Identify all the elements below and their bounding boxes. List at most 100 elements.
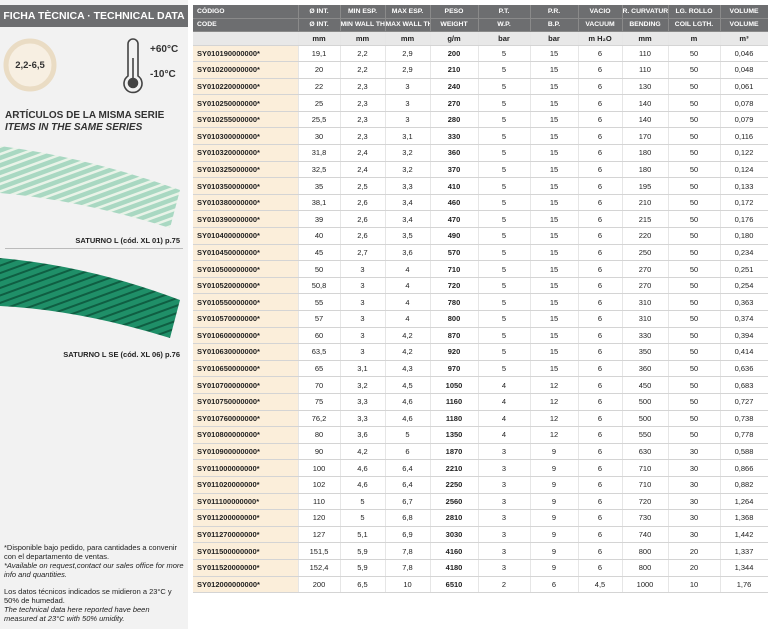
table-cell: 3 — [478, 476, 531, 494]
table-cell: 3 — [385, 111, 431, 129]
table-cell: 2,3 — [340, 78, 386, 96]
table-cell: 50 — [668, 78, 721, 96]
table-cell: 50 — [668, 376, 721, 394]
table-cell: 3 — [478, 542, 531, 560]
note: *Disponible bajo pedido, para cantidades… — [4, 543, 178, 561]
note: Los datos técnicos indicados se midieron… — [4, 587, 172, 605]
table-cell: 5 — [478, 161, 531, 179]
table-row: SY010220000000* 22 2,3 3 240 5 15 6 130 50 0,061 — [193, 78, 768, 96]
header-cell: CÓDIGO — [193, 5, 299, 19]
table-row: SY010390000000* 39 2,6 3,4 470 5 15 6 215 50 0,176 — [193, 210, 768, 229]
table-row: SY012000000000* 200 6,5 10 6510 2 6 4,5 1000 10 1,… — [193, 576, 768, 594]
table-cell: 1,442 — [720, 526, 768, 544]
table-cell: 140 — [622, 111, 669, 129]
table-cell: 4,2 — [385, 343, 431, 361]
table-row: SY011020000000* 102 4,6 6,4 2250 3 9 6 710 30 0,88… — [193, 476, 768, 494]
table-cell: 310 — [622, 310, 669, 328]
table-cell: 25,5 — [298, 111, 341, 129]
series-title: ARTÍCULOS DE LA MISMA SERIE — [5, 110, 165, 121]
table-cell: 6 — [578, 227, 623, 245]
table-cell: 38,1 — [298, 194, 341, 212]
table-cell: 360 — [430, 144, 479, 162]
table-cell: 3 — [478, 459, 531, 477]
table-cell: 0,254 — [720, 277, 768, 295]
code-cell: SY011200000000* — [193, 509, 299, 527]
code-cell: SY010350000000* — [193, 177, 299, 195]
table-cell: 5,1 — [340, 526, 386, 544]
table-cell: 50 — [668, 161, 721, 179]
table-cell: 6 — [578, 443, 623, 461]
technical-table: CÓDIGO Ø INT. MIN ESP. MAX ESP. PESO P.T. P.R.… — [193, 5, 768, 594]
table-cell: 1000 — [622, 576, 669, 594]
code-cell: SY010255000000* — [193, 111, 299, 129]
table-row: SY010600000000* 60 3 4,2 870 5 15 6 330 50 0,394 — [193, 327, 768, 345]
table-cell: 710 — [430, 260, 479, 278]
table-cell: 20 — [668, 542, 721, 560]
table-cell: 6 — [578, 360, 623, 378]
table-cell: 500 — [622, 410, 669, 428]
table-cell: 6 — [578, 94, 623, 112]
temp-min: -10°C — [150, 69, 176, 80]
table-cell: 270 — [430, 94, 479, 112]
table-cell: 9 — [530, 476, 579, 494]
code-cell: SY010250000000* — [193, 94, 299, 112]
table-cell: 1160 — [430, 393, 479, 411]
table-cell: 9 — [530, 559, 579, 577]
header-cell: R. CURVATURA — [622, 5, 669, 19]
code-cell: SY010550000000* — [193, 293, 299, 311]
code-cell: SY011500000000* — [193, 542, 299, 560]
table-cell: 7,8 — [385, 542, 431, 560]
table-cell: 15 — [530, 227, 579, 245]
table-cell: 5 — [478, 94, 531, 112]
hose-image — [0, 258, 180, 338]
table-cell: 15 — [530, 260, 579, 278]
table-row: SY011520000000* 152,4 5,9 7,8 4180 3 9 6 800 20 1,… — [193, 559, 768, 577]
units-cell: bar — [478, 31, 531, 46]
table-cell: 3 — [478, 443, 531, 461]
header-cell: VACUUM — [578, 18, 623, 32]
table-cell: 50 — [668, 227, 721, 245]
table-cell: 50 — [668, 277, 721, 295]
table-cell: 63,5 — [298, 343, 341, 361]
units-cell: g/m — [430, 31, 479, 46]
table-cell: 30 — [668, 493, 721, 511]
note: The technical data here reported have be… — [4, 605, 150, 623]
table-cell: 5 — [478, 194, 531, 212]
table-cell: 2,3 — [340, 111, 386, 129]
table-cell: 4 — [385, 293, 431, 311]
table-cell: 5 — [340, 509, 386, 527]
table-cell: 4 — [385, 310, 431, 328]
table-row: SY010570000000* 57 3 4 800 5 15 6 310 50 0,374 — [193, 310, 768, 328]
table-cell: 550 — [622, 426, 669, 444]
table-cell: 50 — [668, 426, 721, 444]
table-cell: 6 — [578, 343, 623, 361]
table-cell: 100 — [298, 459, 341, 477]
table-cell: 50 — [668, 393, 721, 411]
table-cell: 6,4 — [385, 459, 431, 477]
code-cell: SY011020000000* — [193, 476, 299, 494]
table-cell: 3,1 — [340, 360, 386, 378]
table-cell: 50 — [668, 327, 721, 345]
table-cell: 2,4 — [340, 161, 386, 179]
table-row: SY011100000000* 110 5 6,7 2560 3 9 6 720 30 1,264 — [193, 493, 768, 511]
code-cell: SY010650000000* — [193, 360, 299, 378]
table-cell: 200 — [298, 576, 341, 594]
wall-range: 2,2-6,5 — [15, 60, 45, 71]
code-cell: SY010700000000* — [193, 376, 299, 394]
table-row: SY010320000000* 31,8 2,4 3,2 360 5 15 6 180 50 0,1… — [193, 144, 768, 162]
table-cell: 5 — [478, 210, 531, 229]
table-cell: 4180 — [430, 559, 479, 577]
table-cell: 110 — [622, 45, 669, 63]
table-cell: 0,636 — [720, 360, 768, 378]
table-cell: 0,124 — [720, 161, 768, 179]
table-cell: 20 — [668, 559, 721, 577]
table-cell: 50 — [668, 210, 721, 229]
table-cell: 50 — [668, 45, 721, 63]
table-cell: 15 — [530, 293, 579, 311]
table-cell: 3,6 — [385, 244, 431, 262]
table-row: SY010255000000* 25,5 2,3 3 280 5 15 6 140 50 0,079 — [193, 111, 768, 129]
table-cell: 5 — [478, 127, 531, 146]
table-cell: 720 — [430, 277, 479, 295]
table-cell: 6 — [578, 244, 623, 262]
code-cell: SY010750000000* — [193, 393, 299, 411]
